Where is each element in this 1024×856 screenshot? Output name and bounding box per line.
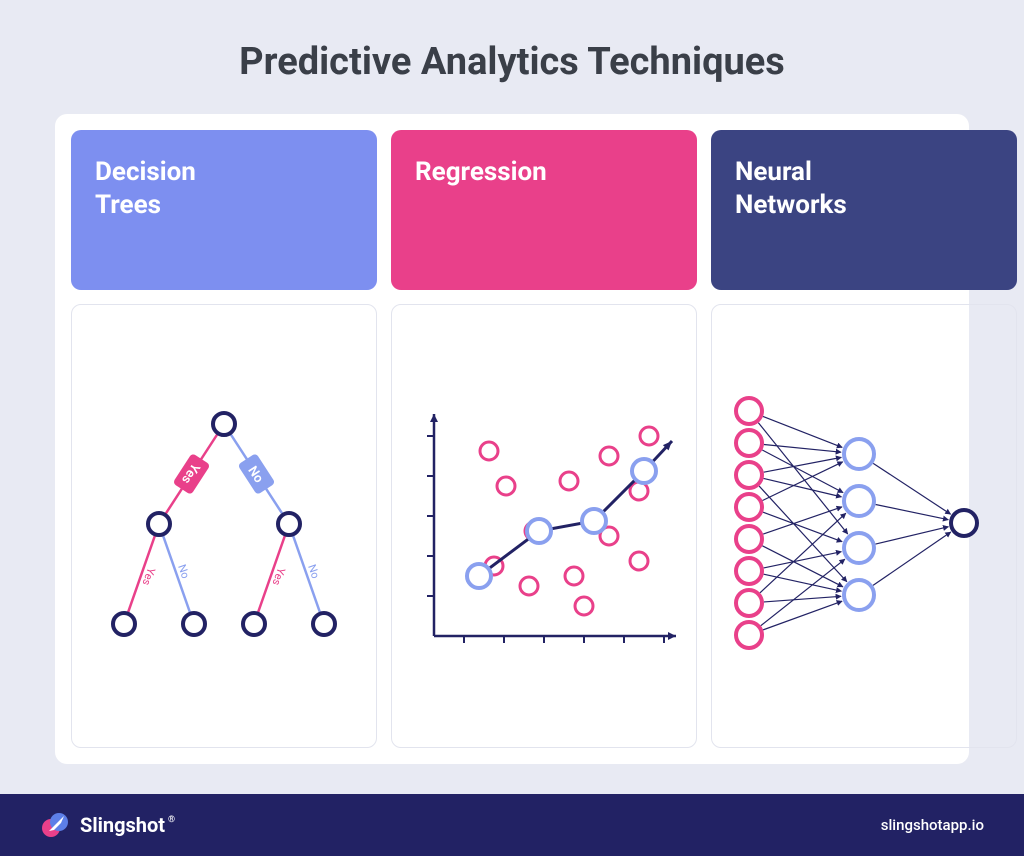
header-label: Regression — [415, 156, 547, 189]
slingshot-logo-icon — [40, 810, 70, 840]
techniques-panel: DecisionTrees YesNoYesNoYesNo Regression… — [55, 114, 969, 764]
diagram-neural-networks — [711, 304, 1017, 748]
footer-bar: Slingshot slingshotapp.io — [0, 794, 1024, 856]
tree-svg: YesNoYesNoYesNo — [84, 396, 364, 656]
brand-name: Slingshot — [80, 813, 165, 837]
header-label: DecisionTrees — [95, 156, 196, 221]
header-label: NeuralNetworks — [735, 156, 847, 221]
column-neural-networks: NeuralNetworks — [711, 130, 1017, 748]
brand: Slingshot — [40, 810, 165, 840]
page-background: Predictive Analytics Techniques Decision… — [0, 0, 1024, 794]
header-decision-trees: DecisionTrees — [71, 130, 377, 290]
brand-url: slingshotapp.io — [881, 816, 984, 834]
diagram-decision-trees: YesNoYesNoYesNo — [71, 304, 377, 748]
page-title: Predictive Analytics Techniques — [55, 40, 969, 84]
regression-svg — [404, 396, 684, 656]
column-decision-trees: DecisionTrees YesNoYesNoYesNo — [71, 130, 377, 748]
header-regression: Regression — [391, 130, 697, 290]
column-regression: Regression — [391, 130, 697, 748]
neural-network-svg — [724, 391, 1004, 661]
diagram-regression — [391, 304, 697, 748]
header-neural-networks: NeuralNetworks — [711, 130, 1017, 290]
